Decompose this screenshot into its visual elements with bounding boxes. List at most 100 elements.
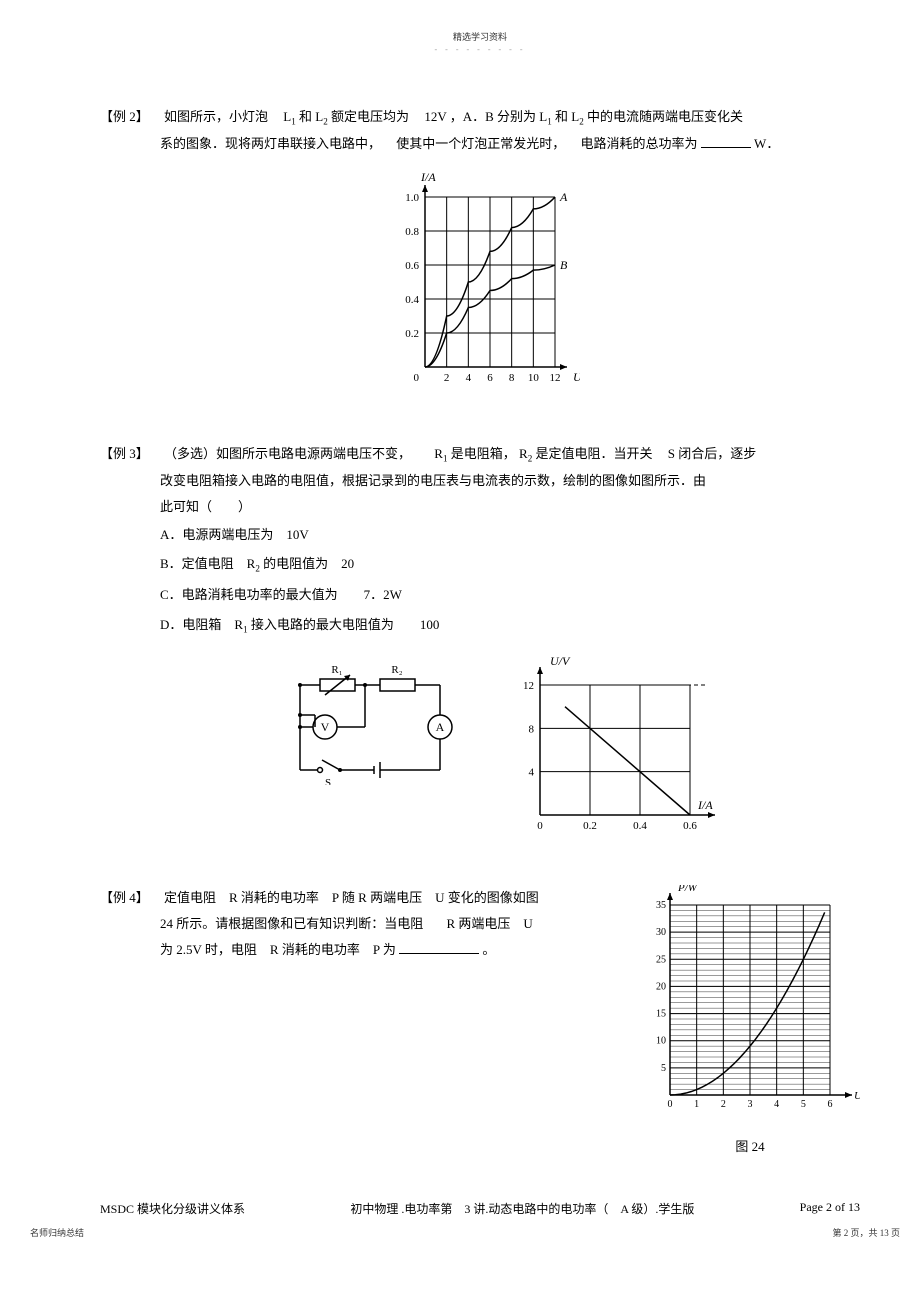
answer-blank-4[interactable] [399,940,479,954]
problem-2: 【例 2】 如图所示，小灯泡 L1 和 L2 额定电压均为 12V ，A．B 分… [100,104,860,401]
figure-24-caption: 图 24 [640,1134,860,1160]
footer-left: MSDC 模块化分级讲义体系 [100,1200,245,1217]
svg-text:I/A: I/A [697,798,713,812]
and2: 和 [555,109,568,124]
svg-text:0.2: 0.2 [405,328,419,340]
problem-2-text1d: 中的电流随两端电压变化关 [587,109,743,124]
svg-text:15: 15 [656,1009,666,1020]
circuit-problem-3: R₁ R₂ A S V [280,655,460,785]
problem-2-text2c: 电路消耗的总功率为 [581,136,698,151]
svg-text:35: 35 [656,900,666,911]
problem-3-label: 【例 3】 [100,441,149,467]
svg-text:A: A [436,720,445,734]
problem-4-text1: 定值电阻 R 消耗的电功率 P 随 R 两端电压 U 变化的图像如图 [164,890,539,905]
page-foot-right: 第 2 页，共 13 页 [832,1226,900,1239]
problem-4-label: 【例 4】 [100,885,149,911]
svg-text:10: 10 [656,1036,666,1047]
switch-s: S [668,446,675,461]
footer-right: Page 2 of 13 [800,1200,860,1217]
svg-text:2: 2 [721,1099,726,1110]
svg-text:0.4: 0.4 [405,294,419,306]
and1: 和 [299,109,312,124]
chart-problem-2: 2 4 6 8 10 12 0.2 0.4 0.6 0.8 1.0 0 I/A U/V A B [380,172,580,392]
svg-text:8: 8 [529,724,535,736]
r1-symbol: R1 [434,446,447,461]
svg-text:0: 0 [668,1099,673,1110]
problem-4: 【例 4】 定值电阻 R 消耗的电功率 P 随 R 两端电压 U 变化的图像如图… [100,885,860,1160]
l2-symbol: L2 [315,109,328,124]
svg-text:S: S [325,777,331,785]
svg-text:U/V: U/V [573,370,580,384]
voltage-12v: 12V [424,109,446,124]
svg-text:0.8: 0.8 [405,226,419,238]
svg-text:6: 6 [828,1099,833,1110]
svg-text:0.6: 0.6 [405,260,419,272]
svg-text:1.0: 1.0 [405,192,419,204]
svg-text:12: 12 [523,680,534,692]
doc-header-dots: - - - - - - - - - [100,45,860,54]
l1-symbol2: L1 [539,109,552,124]
svg-text:4: 4 [774,1099,779,1110]
svg-text:1: 1 [694,1099,699,1110]
problem-3-line2: 改变电阻箱接入电路的电阻值，根据记录到的电压表与电流表的示数，绘制的图像如图所示… [100,468,860,494]
svg-text:R₂: R₂ [391,664,402,676]
svg-text:0: 0 [537,820,543,832]
r2-symbol: R2 [519,446,532,461]
problem-2-text2a: 系的图象．现将两灯串联接入电路中， [160,136,381,151]
option-a: A．电源两端电压为 10V [160,520,860,550]
problem-2-label: 【例 2】 [100,104,149,130]
svg-text:0: 0 [414,372,420,384]
svg-text:B: B [560,258,568,272]
svg-text:P/W: P/W [677,885,698,894]
page-footer: MSDC 模块化分级讲义体系 初中物理 .电功率第 3 讲.动态电路中的电功率（… [100,1200,860,1217]
svg-text:3: 3 [748,1099,753,1110]
svg-text:10: 10 [528,372,540,384]
problem-2-text1: 如图所示，小灯泡 [164,109,268,124]
svg-text:R₁: R₁ [331,664,342,676]
svg-text:20: 20 [656,982,666,993]
svg-text:0.4: 0.4 [633,820,647,832]
l1-symbol: L1 [283,109,296,124]
svg-text:0.2: 0.2 [583,820,597,832]
svg-text:6: 6 [487,372,493,384]
problem-4-text3b: 。 [482,942,495,957]
svg-text:V: V [321,720,330,734]
l2-symbol2: L2 [571,109,584,124]
svg-text:A: A [559,190,568,204]
problem-4-text2b: R 两端电压 U [447,916,533,931]
answer-blank-2[interactable] [701,134,751,148]
svg-text:25: 25 [656,955,666,966]
problem-2-text2b: 使其中一个灯泡正常发光时， [396,136,565,151]
problem-3-line3: 此可知（ ） [100,494,860,520]
problem-3: 【例 3】 （多选）如图所示电路电源两端电压不变， R1 是电阻箱， R2 是定… [100,441,860,846]
doc-header: 精选学习资料 [100,30,860,43]
problem-4-text2a: 24 所示。请根据图像和已有知识判断：当电阻 [160,916,423,931]
svg-text:5: 5 [801,1099,806,1110]
problem-3-text1b: 是电阻箱， [451,446,516,461]
svg-text:12: 12 [550,372,561,384]
footer-mid: 初中物理 .电功率第 3 讲.动态电路中的电功率（ A 级）.学生版 [350,1200,694,1217]
svg-text:U/V: U/V [854,1090,860,1102]
svg-text:5: 5 [661,1063,666,1074]
option-d: D．电阻箱 R1 接入电路的最大电阻值为 100 [160,610,860,641]
svg-text:30: 30 [656,927,666,938]
chart-problem-3: 0 0.2 0.4 0.6 4 8 12 U/V I/A [500,655,720,845]
svg-text:4: 4 [466,372,472,384]
svg-text:4: 4 [529,767,535,779]
problem-2-text1b: 额定电压均为 [331,109,409,124]
problem-2-text1c: ，A．B 分别为 [450,109,536,124]
option-c: C．电路消耗电功率的最大值为 7．2W [160,580,860,610]
problem-4-text3a: 为 2.5V 时，电阻 R 消耗的电功率 P 为 [160,942,396,957]
svg-text:U/V: U/V [550,655,571,668]
chart-problem-4: 0 1 2 3 4 5 6 5 10 15 20 25 30 35 P/W U/V [640,885,860,1115]
svg-text:2: 2 [444,372,450,384]
option-b: B．定值电阻 R2 的电阻值为 20 [160,549,860,580]
svg-text:8: 8 [509,372,515,384]
svg-text:I/A: I/A [420,172,436,184]
problem-3-text1d: 闭合后，逐步 [678,446,756,461]
problem-3-text1a: （多选）如图所示电路电源两端电压不变， [164,446,411,461]
page-foot-left: 名师归纳总结 [30,1226,84,1239]
unit-w: W． [754,136,779,151]
problem-3-text1c: 是定值电阻．当开关 [535,446,652,461]
svg-text:0.6: 0.6 [683,820,697,832]
